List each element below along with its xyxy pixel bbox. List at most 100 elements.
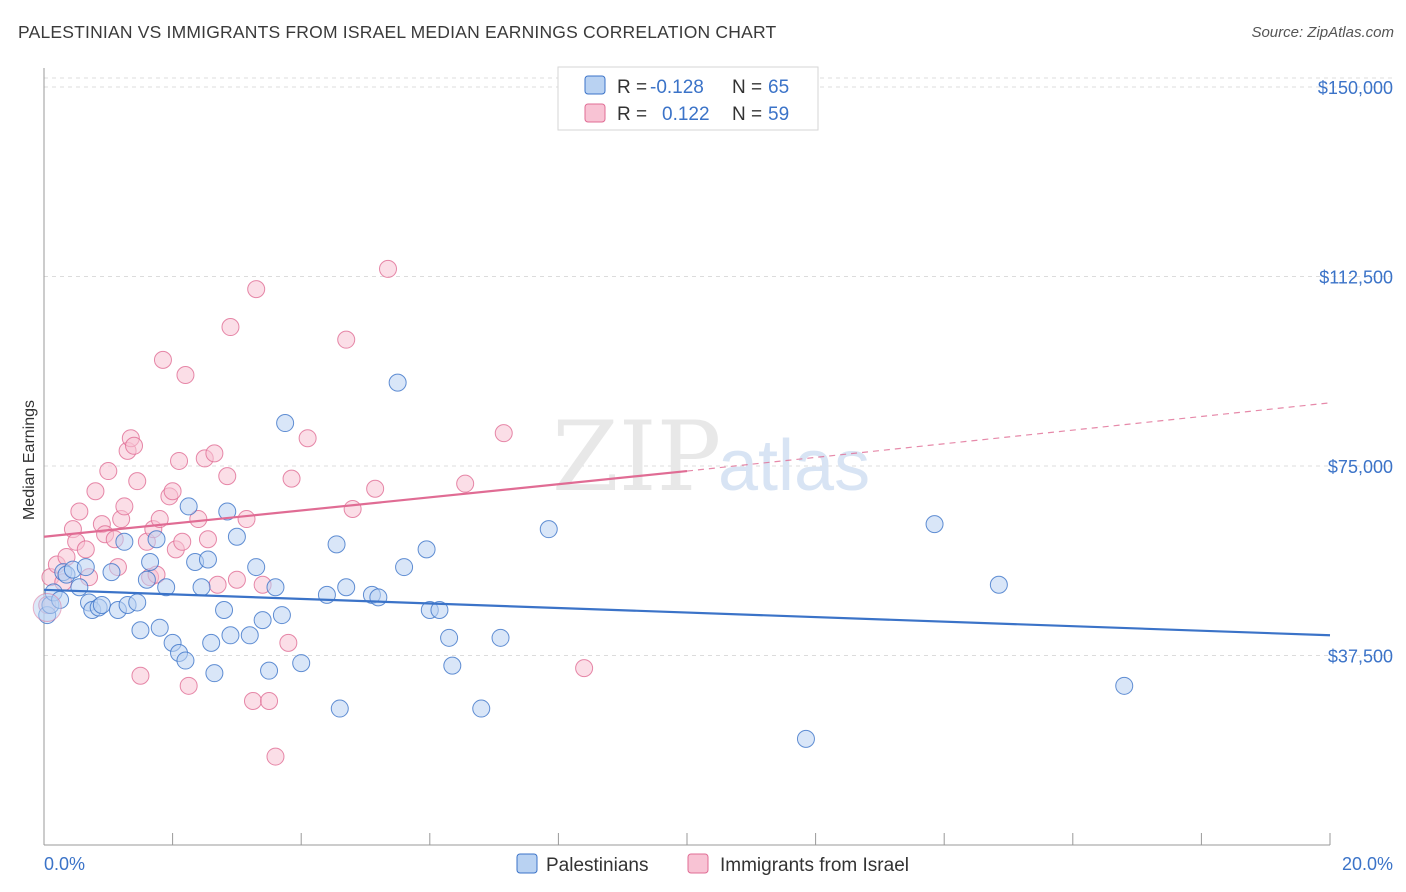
israel-point-32 (170, 451, 189, 470)
israel-point-41 (218, 467, 237, 486)
palestinians-point-41 (266, 578, 285, 597)
palestinians-point-57 (443, 656, 462, 675)
legend-bottom-swatch-pink (687, 853, 709, 874)
legend-n-value-1: 65 (768, 77, 789, 98)
palestinians-point-51 (388, 373, 407, 392)
legend-r-label-1: R = (617, 77, 647, 98)
palestinians-point-33 (215, 601, 234, 620)
palestinians-point-29 (192, 578, 211, 597)
israel-point-7 (70, 502, 89, 521)
palestinians-point-63 (989, 575, 1008, 594)
israel-point-57 (456, 474, 475, 493)
palestinians-point-59 (491, 628, 510, 647)
palestinians-point-22 (150, 618, 169, 637)
israel-point-20 (125, 436, 144, 455)
trend-line-israel-extrapolated (686, 402, 1331, 472)
legend-r-value-2: 0.122 (662, 104, 710, 125)
palestinians-point-17 (128, 593, 147, 612)
palestinians-point-7 (70, 578, 89, 597)
israel-point-48 (260, 691, 279, 710)
palestinians-point-37 (240, 626, 259, 645)
x-tick-labels: 0.0% 20.0% (44, 854, 1393, 874)
israel-point-40 (208, 575, 227, 594)
israel-point-43 (227, 570, 246, 589)
israel-point-58 (494, 424, 513, 443)
palestinians-point-55 (430, 601, 449, 620)
palestinians-point-39 (253, 611, 272, 630)
chart-title: PALESTINIAN VS IMMIGRANTS FROM ISRAEL ME… (18, 22, 777, 42)
palestinians-point-62 (925, 515, 944, 534)
palestinians-point-30 (198, 550, 217, 569)
israel-point-17 (115, 497, 134, 516)
legend-n-label-1: N = (732, 77, 762, 98)
israel-point-22 (131, 666, 150, 685)
palestinians-point-36 (227, 527, 246, 546)
y-tick-label-2: $112,500 (1319, 268, 1393, 288)
israel-point-38 (198, 530, 217, 549)
palestinians-point-32 (205, 664, 224, 683)
israel-point-35 (179, 676, 198, 695)
palestinians-point-60 (539, 520, 558, 539)
israel-point-39 (205, 444, 224, 463)
palestinians-point-48 (337, 578, 356, 597)
source-label: Source: ZipAtlas.com (1251, 24, 1394, 41)
palestinians-point-40 (260, 661, 279, 680)
legend-r-label-2: R = (617, 104, 647, 125)
origin-cluster-point (32, 592, 62, 622)
palestinians-point-43 (272, 606, 291, 625)
israel-point-34 (176, 366, 195, 385)
palestinians-point-52 (395, 558, 414, 577)
israel-point-59 (575, 659, 594, 678)
legend-n-value-2: 59 (768, 104, 789, 125)
axes (43, 68, 1331, 846)
israel-point-44 (237, 510, 256, 529)
palestinians-point-46 (327, 535, 346, 554)
trend-lines (43, 402, 1331, 637)
palestinians-point-15 (115, 532, 134, 551)
israel-point-55 (366, 479, 385, 498)
trend-line-israel (43, 469, 688, 538)
y-tick-label-0: $37,500 (1328, 647, 1393, 667)
palestinians-point-50 (369, 588, 388, 607)
palestinians-point-42 (276, 414, 295, 433)
x-tick-label-1: 20.0% (1342, 854, 1393, 874)
y-axis-label: Median Earnings (21, 400, 38, 520)
palestinians-point-19 (137, 570, 156, 589)
legend-bottom-swatch-blue (516, 853, 538, 874)
palestinians-point-56 (440, 628, 459, 647)
y-tick-label-1: $75,000 (1328, 457, 1393, 477)
israel-point-28 (153, 350, 172, 369)
legend-r-value-1: -0.128 (650, 77, 704, 98)
palestinians-point-18 (131, 621, 150, 640)
palestinians-point-26 (176, 651, 195, 670)
palestinians-point-44 (292, 654, 311, 673)
israel-point-8 (76, 540, 95, 559)
palestinians-point-38 (247, 558, 266, 577)
israel-point-10 (86, 482, 105, 501)
y-tick-labels: $37,500 $75,000 $112,500 $150,000 (1318, 78, 1393, 667)
israel-point-42 (221, 318, 240, 337)
israel-point-49 (266, 747, 285, 766)
legend-bottom: Palestinians Immigrants from Israel (516, 853, 909, 876)
palestinians-point-8 (76, 558, 95, 577)
palestinians-point-31 (202, 633, 221, 652)
watermark: ZIP atlas (552, 401, 870, 513)
israel-point-33 (173, 532, 192, 551)
israel-point-27 (150, 510, 169, 529)
palestinians-point-20 (141, 553, 160, 572)
palestinians-point-47 (330, 699, 349, 718)
legend-bottom-label-2: Immigrants from Israel (720, 855, 909, 876)
legend-swatch-blue (584, 75, 606, 95)
legend-swatch-pink (584, 103, 606, 123)
israel-point-21 (128, 472, 147, 491)
grid-lines (44, 77, 1392, 656)
legend-n-label-2: N = (732, 104, 762, 125)
israel-point-53 (337, 330, 356, 349)
series-palestinians (32, 373, 1134, 748)
israel-point-51 (282, 469, 301, 488)
trend-line-palestinians (43, 588, 1331, 637)
series-immigrants-from-israel (38, 259, 594, 766)
israel-point-30 (163, 482, 182, 501)
palestinians-point-12 (92, 595, 111, 614)
